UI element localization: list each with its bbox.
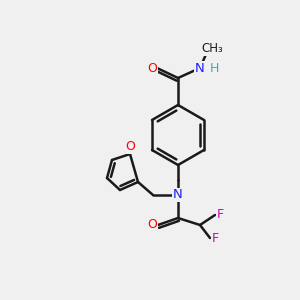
Text: O: O <box>125 140 135 154</box>
Text: O: O <box>147 218 157 232</box>
Text: F: F <box>216 208 224 221</box>
Text: H: H <box>209 61 219 74</box>
Text: CH₃: CH₃ <box>201 43 223 56</box>
Text: F: F <box>212 232 219 244</box>
Text: O: O <box>147 61 157 74</box>
Text: N: N <box>173 188 183 202</box>
Text: N: N <box>195 61 205 74</box>
